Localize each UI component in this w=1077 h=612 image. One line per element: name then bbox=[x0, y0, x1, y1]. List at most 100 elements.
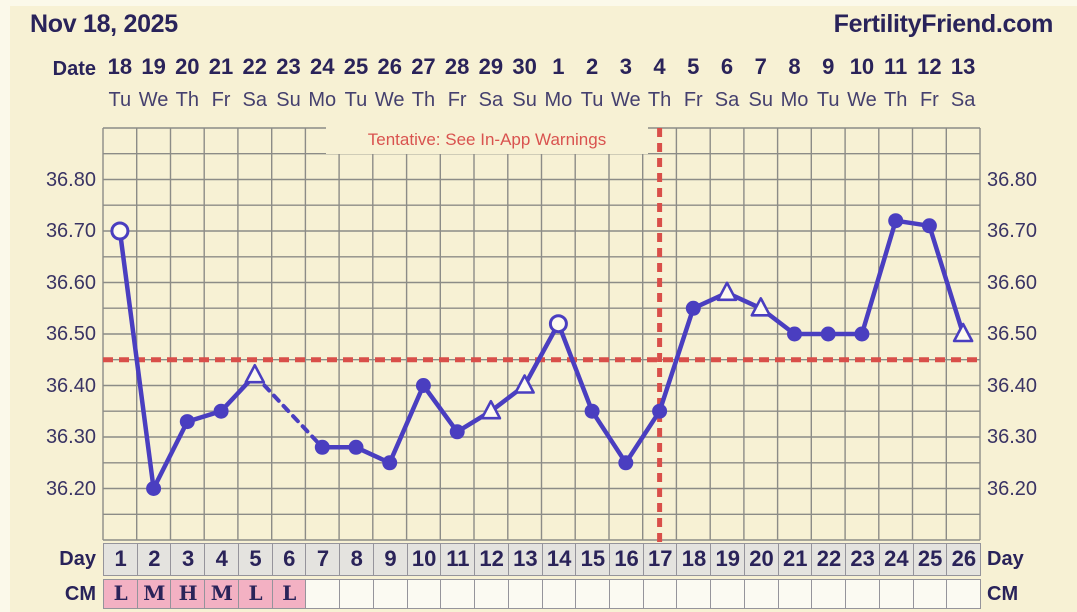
date-cell: 26 bbox=[377, 54, 402, 79]
temp-point-day-4[interactable] bbox=[213, 403, 229, 419]
cm-cell[interactable] bbox=[541, 579, 577, 609]
temp-point-day-8[interactable] bbox=[348, 439, 364, 455]
day-cell[interactable]: 6 bbox=[271, 543, 307, 576]
y-axis-label-left: 36.20 bbox=[45, 477, 96, 500]
cm-cell[interactable]: L bbox=[103, 579, 139, 609]
day-cell[interactable]: 5 bbox=[237, 543, 274, 576]
temp-point-day-5[interactable] bbox=[244, 363, 266, 384]
day-cell[interactable]: 16 bbox=[608, 543, 645, 576]
cm-cell[interactable]: L bbox=[271, 579, 307, 609]
cm-cell[interactable] bbox=[575, 579, 611, 609]
cm-cell[interactable] bbox=[777, 579, 813, 609]
temp-point-day-11[interactable] bbox=[449, 424, 465, 440]
temp-point-day-24[interactable] bbox=[888, 213, 904, 229]
temp-point-day-14[interactable] bbox=[548, 314, 568, 334]
cm-cell[interactable] bbox=[339, 579, 375, 609]
date-cell: 1 bbox=[552, 54, 565, 79]
temp-point-day-20[interactable] bbox=[750, 297, 772, 317]
day-cell[interactable]: 1 bbox=[103, 543, 139, 576]
temp-point-day-12[interactable] bbox=[480, 399, 502, 420]
cm-cell[interactable]: H bbox=[170, 579, 206, 609]
y-axis-label-left: 36.80 bbox=[45, 168, 96, 191]
cm-cell[interactable]: M bbox=[136, 579, 172, 609]
cm-cell[interactable] bbox=[608, 579, 645, 609]
cm-cell[interactable] bbox=[406, 579, 442, 609]
day-cell[interactable]: 20 bbox=[743, 543, 780, 576]
day-cell[interactable]: 9 bbox=[372, 543, 409, 576]
cm-cell[interactable] bbox=[946, 579, 982, 609]
cm-cell[interactable]: M bbox=[204, 579, 240, 609]
temp-point-day-2[interactable] bbox=[146, 481, 162, 496]
temp-point-day-21[interactable] bbox=[787, 326, 802, 342]
y-axis-label-left: 36.30 bbox=[45, 426, 96, 448]
weekday-cell: Th bbox=[884, 89, 908, 111]
temp-point-day-16[interactable] bbox=[618, 455, 634, 471]
day-cell[interactable]: 15 bbox=[575, 543, 611, 576]
cm-cell[interactable] bbox=[372, 579, 409, 609]
temp-point-day-26[interactable] bbox=[952, 322, 974, 343]
temp-point-day-19[interactable] bbox=[716, 281, 738, 302]
temp-point-day-15[interactable] bbox=[584, 403, 600, 419]
day-cell[interactable]: 8 bbox=[339, 543, 375, 576]
date-cell: 11 bbox=[884, 54, 908, 79]
day-cell[interactable]: 4 bbox=[204, 543, 240, 576]
cm-cell[interactable] bbox=[440, 579, 476, 609]
temp-point-day-23[interactable] bbox=[854, 326, 870, 342]
temp-point-day-10[interactable] bbox=[415, 378, 431, 393]
day-cell[interactable]: 22 bbox=[811, 543, 847, 576]
y-axis-label-right: 36.50 bbox=[987, 323, 1038, 345]
day-cell[interactable]: 24 bbox=[878, 543, 915, 576]
day-cell[interactable]: 21 bbox=[777, 543, 813, 576]
weekday-cell: We bbox=[610, 89, 641, 111]
date-cell: 29 bbox=[478, 54, 504, 79]
weekday-cell: Tu bbox=[816, 89, 840, 111]
date-cell: 25 bbox=[343, 54, 369, 79]
temp-point-day-7[interactable] bbox=[314, 439, 330, 455]
temp-point-day-25[interactable] bbox=[921, 218, 937, 234]
cm-cell[interactable] bbox=[710, 579, 746, 609]
day-row-label-right: Day bbox=[987, 548, 1024, 570]
cm-row-label-left: CM bbox=[64, 583, 96, 605]
day-cell[interactable]: 13 bbox=[507, 543, 543, 576]
date-cell: 30 bbox=[512, 54, 537, 79]
temp-point-day-17[interactable] bbox=[652, 403, 668, 419]
day-cell[interactable]: 14 bbox=[541, 543, 577, 576]
y-axis-label-right: 36.70 bbox=[987, 220, 1038, 242]
cm-cell[interactable] bbox=[305, 579, 341, 609]
temp-point-day-9[interactable] bbox=[382, 455, 398, 471]
cm-cell[interactable] bbox=[642, 579, 678, 609]
day-cell[interactable]: 10 bbox=[406, 543, 442, 576]
cm-cell[interactable] bbox=[912, 579, 948, 609]
cm-cell[interactable] bbox=[743, 579, 780, 609]
day-cell[interactable]: 18 bbox=[676, 543, 712, 576]
day-cell[interactable]: 11 bbox=[440, 543, 476, 576]
page-edge-strip-left bbox=[0, 0, 10, 612]
day-cell[interactable]: 17 bbox=[642, 543, 678, 576]
day-cell[interactable]: 2 bbox=[136, 543, 172, 576]
day-cell[interactable]: 7 bbox=[305, 543, 341, 576]
day-cell[interactable]: 12 bbox=[474, 543, 510, 576]
day-cell[interactable]: 23 bbox=[845, 543, 881, 576]
day-cell[interactable]: 26 bbox=[946, 543, 982, 576]
weekday-cell: Su bbox=[748, 89, 773, 111]
cm-cell[interactable] bbox=[878, 579, 915, 609]
day-cell[interactable]: 3 bbox=[170, 543, 206, 576]
cm-cell[interactable]: L bbox=[237, 579, 274, 609]
brand-logo: FertilityFriend.com bbox=[833, 10, 1054, 38]
cm-cell[interactable] bbox=[474, 579, 510, 609]
date-cell: 7 bbox=[754, 54, 767, 79]
cm-cell[interactable] bbox=[676, 579, 712, 609]
cm-cell[interactable] bbox=[845, 579, 881, 609]
temp-point-day-1[interactable] bbox=[110, 221, 130, 241]
temp-point-day-3[interactable] bbox=[179, 414, 195, 430]
date-cell: 23 bbox=[276, 54, 301, 79]
date-cell: 3 bbox=[619, 54, 632, 79]
day-cell[interactable]: 19 bbox=[710, 543, 746, 576]
day-cell[interactable]: 25 bbox=[912, 543, 948, 576]
temp-point-day-22[interactable] bbox=[820, 326, 836, 342]
weekday-cell: We bbox=[138, 89, 169, 111]
temp-point-day-13[interactable] bbox=[514, 374, 535, 394]
cm-cell[interactable] bbox=[507, 579, 543, 609]
cm-cell[interactable] bbox=[811, 579, 847, 609]
temp-point-day-18[interactable] bbox=[685, 300, 701, 316]
